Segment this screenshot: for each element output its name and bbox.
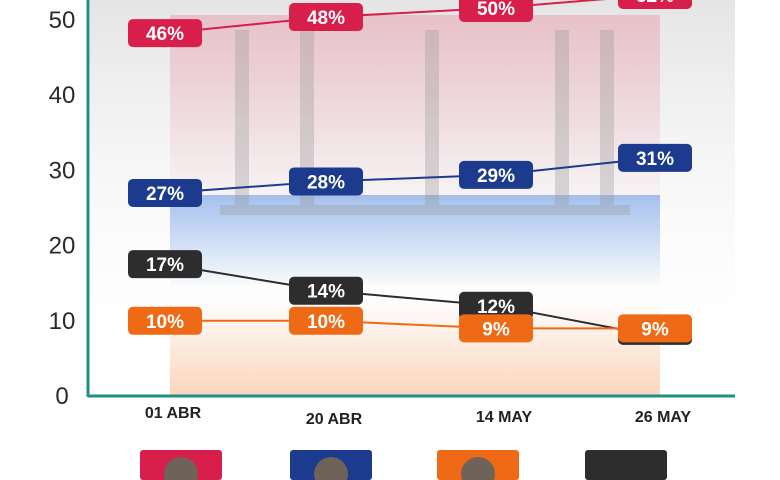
series-line <box>164 0 606 35</box>
data-point-badge <box>289 276 363 305</box>
data-label: 46% <box>146 24 184 45</box>
candidate-card <box>585 450 667 480</box>
poll-line-chart: 0 10 20 30 40 50 01 ABR 20 ABR 14 MAY 26 MAY 46%… <box>49 0 735 428</box>
y-tick-label: 0 <box>55 383 68 410</box>
series-line <box>164 263 656 337</box>
candidate-card <box>290 450 372 480</box>
candidate-card <box>140 450 222 480</box>
x-category-label: 01 ABR <box>145 405 202 422</box>
x-category-label: 26 MAY <box>635 409 692 426</box>
y-tick-label: 30 <box>49 157 76 184</box>
series-line <box>164 156 656 194</box>
data-label: 31% <box>636 149 674 170</box>
data-label: 52% <box>636 0 674 7</box>
data-point-badge <box>459 0 533 22</box>
data-label: 29% <box>477 166 515 187</box>
data-point-badge <box>618 143 692 172</box>
data-label: 50% <box>477 0 515 20</box>
data-label: 14% <box>307 282 345 303</box>
y-tick-label: 50 <box>49 7 76 34</box>
candidate-photo-icon <box>461 457 495 480</box>
data-point-badge <box>618 0 692 9</box>
data-point-badge <box>289 306 363 335</box>
x-category-label: 20 ABR <box>306 411 363 428</box>
data-point-badge <box>128 306 202 335</box>
data-point-badge <box>128 178 202 207</box>
data-point-badge <box>128 250 202 279</box>
y-tick-label: 20 <box>49 233 76 260</box>
data-point-badge <box>289 3 363 32</box>
data-point-badge <box>128 19 202 48</box>
data-point-badge <box>459 314 533 343</box>
data-point-badge <box>459 160 533 189</box>
y-tick-label: 10 <box>49 308 76 335</box>
data-label: 9% <box>482 319 510 340</box>
data-label: 17% <box>146 255 184 276</box>
data-label: 9% <box>641 319 669 340</box>
background-photo <box>90 0 735 395</box>
data-label: 48% <box>307 8 345 29</box>
data-label: 27% <box>146 184 184 205</box>
series-line <box>165 319 655 330</box>
candidate-card <box>437 450 519 480</box>
x-category-label: 14 MAY <box>476 409 533 426</box>
data-point-badge <box>618 314 692 343</box>
y-tick-label: 40 <box>49 82 76 109</box>
data-label: 10% <box>307 312 345 333</box>
data-label: 28% <box>307 172 345 193</box>
data-label: 12% <box>477 297 515 318</box>
data-label: 10% <box>146 312 184 333</box>
candidate-photo-icon <box>164 457 198 480</box>
candidate-photo-icon <box>314 457 348 480</box>
data-point-badge <box>289 167 363 196</box>
data-point-badge <box>459 291 533 320</box>
